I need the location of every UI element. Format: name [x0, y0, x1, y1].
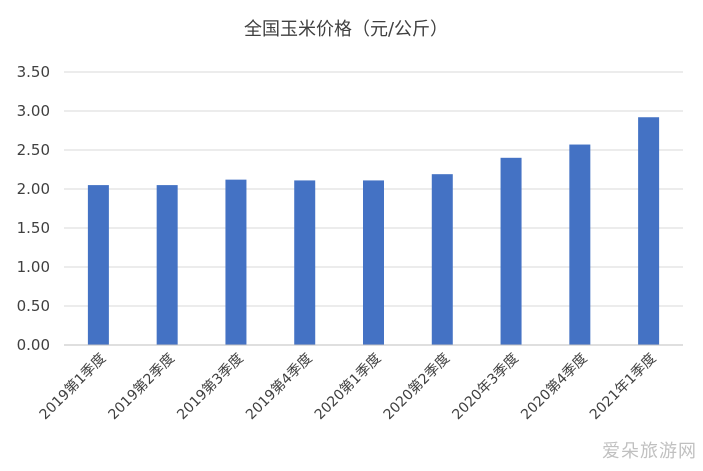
y-tick-label: 2.50: [17, 141, 50, 159]
bar: [363, 180, 384, 345]
bar: [156, 185, 178, 345]
bar: [638, 117, 660, 346]
y-tick-label: 3.00: [17, 102, 50, 120]
bar: [294, 180, 316, 345]
x-category-label: 2019第3季度: [174, 350, 247, 423]
x-category-label: 2020第2季度: [380, 350, 453, 423]
y-tick-label: 0.50: [17, 297, 50, 315]
y-tick-label: 2.00: [17, 180, 50, 198]
x-category-label: 2019第1季度: [36, 350, 109, 423]
bar: [87, 185, 109, 345]
x-category-label: 2020第4季度: [517, 350, 590, 423]
x-category-label: 2020年3季度: [449, 351, 522, 424]
y-tick-label: 1.00: [17, 258, 50, 276]
x-axis-labels: 2019第1季度2019第2季度2019第3季度2019第4季度2020第1季度…: [36, 350, 659, 423]
bars: [87, 117, 660, 346]
bar: [569, 144, 591, 345]
x-category-label: 2021年1季度: [587, 351, 660, 424]
y-tick-label: 1.50: [17, 219, 50, 237]
x-category-label: 2020第1季度: [311, 350, 384, 423]
y-axis-ticks: 0.00 0.50 1.00 1.50 2.00 2.50 3.00 3.50: [17, 63, 50, 354]
y-tick-label: 0.00: [17, 336, 50, 354]
chart-title: 全国玉米价格（元/公斤）: [244, 19, 448, 40]
y-tick-label: 3.50: [17, 63, 50, 81]
x-category-label: 2019第4季度: [242, 350, 315, 423]
bar: [500, 157, 522, 345]
bar: [431, 174, 453, 345]
bar: [225, 179, 247, 345]
watermark-logo: 爱朵旅游网: [602, 441, 697, 462]
x-category-label: 2019第2季度: [105, 350, 178, 423]
